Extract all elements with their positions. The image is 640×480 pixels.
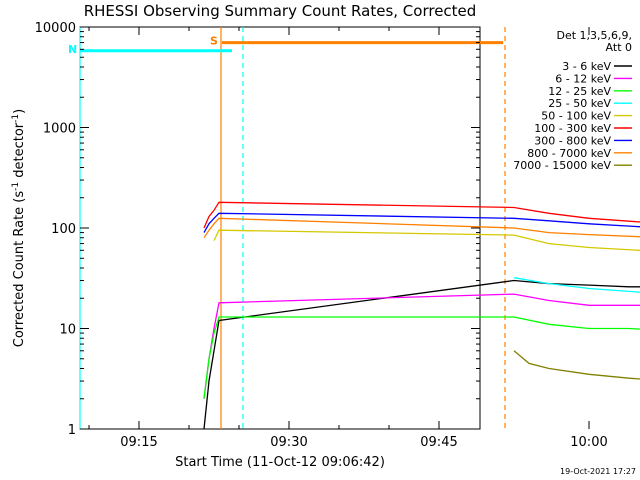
series-line (203, 217, 640, 239)
series-line (203, 316, 640, 399)
flag-bars: SNF (68, 35, 503, 56)
flag-label: S (210, 35, 218, 48)
legend-label: 3 - 6 keV (562, 60, 611, 73)
flag-label: N (68, 43, 77, 56)
y-tick-label: 10 (59, 323, 76, 338)
y-axis-label-main: Corrected Count Rate (s (12, 191, 27, 348)
y-axis-label-sup1: -1 (11, 182, 21, 191)
x-tick-label: 09:15 (120, 435, 157, 450)
x-tick-label: 09:30 (270, 435, 307, 450)
timestamp: 19-Oct-2021 17:27 (560, 467, 636, 476)
legend-label: 25 - 50 keV (548, 97, 611, 110)
series-group (203, 201, 640, 430)
legend-label: 12 - 25 keV (548, 85, 611, 98)
series-line (203, 293, 640, 399)
legend-label: 300 - 800 keV (534, 134, 611, 147)
y-tick-label: 100 (51, 222, 76, 237)
y-axis: 1 10 100 1000 10000 (35, 21, 480, 438)
legend-label: 800 - 7000 keV (527, 147, 611, 160)
y-axis-label: Corrected Count Rate (s-1 detector-1) (11, 109, 27, 347)
y-axis-label-end: ) (12, 109, 27, 114)
plot-area (79, 26, 481, 430)
series-line (203, 279, 640, 430)
legend-header-line-2: Att 0 (606, 41, 632, 54)
x-axis-label: Start Time (11-Oct-12 09:06:42) (175, 455, 385, 470)
legend-label: 100 - 300 keV (534, 122, 611, 135)
y-tick-label: 10000 (35, 21, 76, 36)
x-tick-label: 10:00 (570, 435, 607, 450)
y-tick-label: 1000 (43, 122, 76, 137)
plot-frame (79, 26, 481, 430)
series-line (203, 201, 640, 229)
y-axis-label-sup2: -1 (11, 114, 21, 123)
legend-label: 50 - 100 keV (541, 110, 611, 123)
x-tick-label: 09:45 (420, 435, 457, 450)
series-line (513, 350, 640, 380)
legend-header-line-1: Det 1,3,5,6,9, (556, 29, 632, 42)
chart-title: RHESSI Observing Summary Count Rates, Co… (84, 2, 477, 20)
legend-label: 7000 - 15000 keV (513, 159, 611, 172)
legend-label: 6 - 12 keV (555, 72, 611, 85)
y-tick-label: 1 (68, 423, 76, 438)
series-line (213, 229, 640, 251)
series-line (203, 212, 640, 233)
series-line (513, 277, 640, 293)
y-axis-label-mid: detector (12, 122, 27, 182)
